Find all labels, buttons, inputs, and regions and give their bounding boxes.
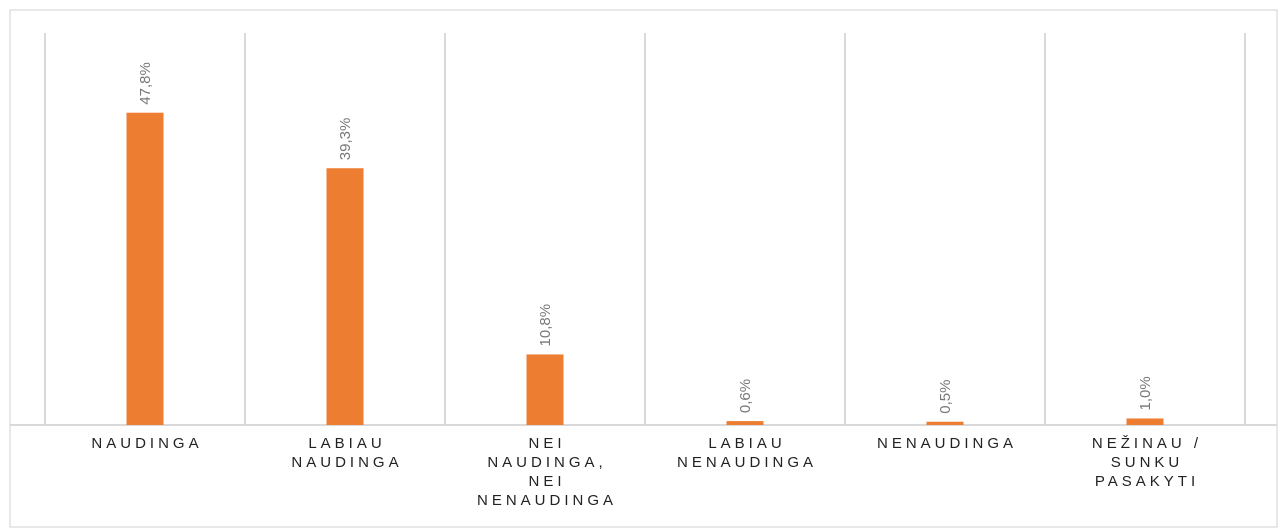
bar [926,421,964,425]
bar [526,354,564,425]
x-tick-label: NENAUDINGA [876,435,1017,452]
data-label: 0,6% [737,379,754,413]
x-tick-label: NAUDINGA [91,435,203,452]
x-tick-label: NEI NAUDINGA, NEI NENAUDINGA [476,435,617,509]
data-label: 1,0% [1137,376,1154,410]
data-label: 39,3% [337,118,354,161]
data-label: 0,5% [937,380,954,414]
x-tick-label: NEŽINAU / SUNKU PASAKYTI [1091,435,1203,490]
data-label: 10,8% [537,304,554,347]
chart-border [9,9,1278,528]
bar [326,168,364,426]
x-tick-label: LABIAU NAUDINGA [291,435,403,471]
bar [726,421,764,425]
data-label: 47,8% [137,62,154,105]
bar [126,112,164,425]
x-tick-label: LABIAU NENAUDINGA [676,435,817,471]
bar [1126,418,1164,425]
